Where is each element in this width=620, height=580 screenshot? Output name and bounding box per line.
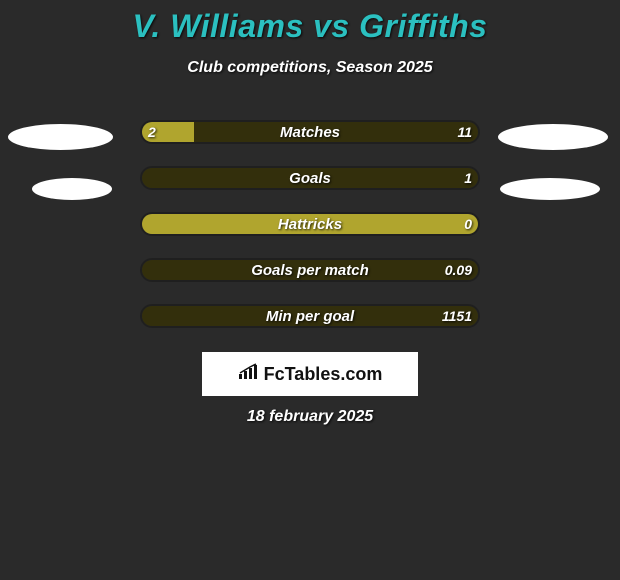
comparison-infographic: V. Williams vs Griffiths Club competitio… (0, 0, 620, 580)
bar-right-fill (142, 260, 478, 280)
bar-track (140, 166, 480, 190)
bar-value-right: 1 (464, 166, 472, 190)
bars-area: Matches211Goals1Hattricks0Goals per matc… (0, 120, 620, 350)
bar-value-left: 2 (148, 120, 156, 144)
bar-right-fill (142, 168, 478, 188)
bar-row: Min per goal1151 (0, 304, 620, 328)
bar-chart-icon (238, 363, 260, 386)
bar-value-right: 0.09 (445, 258, 472, 282)
bar-value-right: 1151 (442, 304, 472, 328)
bar-value-right: 0 (464, 212, 472, 236)
side-ellipse (498, 124, 608, 150)
bar-track (140, 304, 480, 328)
bar-left-fill (142, 214, 478, 234)
bar-row: Hattricks0 (0, 212, 620, 236)
bar-right-fill (194, 122, 478, 142)
bar-value-right: 11 (457, 120, 472, 144)
bar-track (140, 120, 480, 144)
side-ellipse (8, 124, 113, 150)
date-label: 18 february 2025 (0, 408, 620, 426)
page-subtitle: Club competitions, Season 2025 (0, 59, 620, 77)
side-ellipse (32, 178, 112, 200)
page-title: V. Williams vs Griffiths (0, 0, 620, 45)
bar-track (140, 258, 480, 282)
bar-right-fill (142, 306, 478, 326)
side-ellipse (500, 178, 600, 200)
bar-row: Goals per match0.09 (0, 258, 620, 282)
logo-text: FcTables.com (264, 364, 383, 385)
bar-track (140, 212, 480, 236)
logo-box: FcTables.com (202, 352, 418, 396)
